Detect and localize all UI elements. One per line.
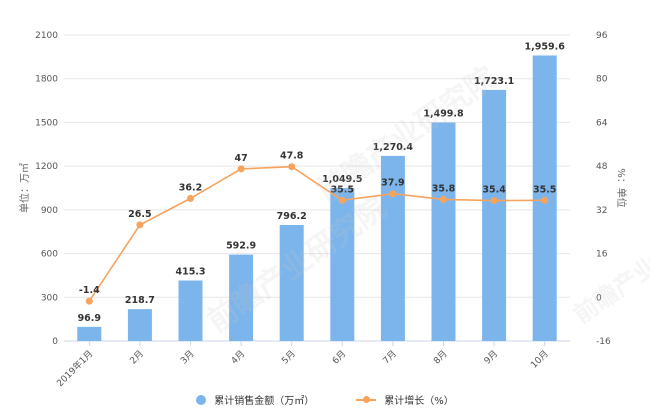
y-axis-tick: 900 bbox=[41, 206, 58, 216]
line-point[interactable] bbox=[136, 221, 144, 229]
x-axis-tick: 10月 bbox=[529, 348, 551, 370]
x-axis-tick: 2019年1月 bbox=[54, 348, 95, 389]
line-point[interactable] bbox=[389, 190, 397, 198]
y-axis-tick: 1200 bbox=[35, 162, 58, 172]
bar-data-label: 1,049.5 bbox=[322, 174, 362, 185]
y-axis-right-tick: -16 bbox=[596, 337, 611, 347]
line-data-label: 35.5 bbox=[533, 184, 556, 195]
x-axis-tick: 6月 bbox=[330, 348, 348, 366]
line-data-label: 35.4 bbox=[482, 185, 506, 196]
growth-line bbox=[88, 165, 545, 302]
line-point[interactable] bbox=[440, 195, 447, 203]
y-axis-right-title: %：单位 bbox=[615, 168, 628, 208]
line-data-label: 37.9 bbox=[381, 178, 404, 189]
y-axis-tick: 600 bbox=[41, 250, 58, 260]
bar[interactable] bbox=[431, 122, 456, 341]
x-axis-tick: 8月 bbox=[431, 348, 449, 366]
bar-data-label: 1,270.4 bbox=[373, 142, 414, 153]
bar[interactable] bbox=[77, 326, 102, 341]
bar[interactable] bbox=[229, 254, 254, 341]
legend-label: 累计销售金额（万㎡） bbox=[214, 396, 315, 407]
y-axis-right-tick: 32 bbox=[596, 206, 607, 216]
y-axis-title: 单位：万㎡ bbox=[18, 163, 31, 213]
line-point[interactable] bbox=[288, 163, 296, 171]
line-data-label: 35.5 bbox=[331, 184, 354, 195]
bar-data-label: 592.9 bbox=[226, 241, 256, 252]
bar[interactable] bbox=[482, 89, 507, 342]
bar-data-label: 1,499.8 bbox=[423, 108, 464, 119]
x-axis-tick: 7月 bbox=[381, 348, 399, 366]
line-point[interactable] bbox=[85, 297, 93, 305]
bar-data-label: 796.2 bbox=[277, 211, 307, 222]
x-axis-tick: 3月 bbox=[178, 348, 196, 366]
line-point[interactable] bbox=[541, 196, 549, 204]
legend: 累计销售金额（万㎡） 累计增长（%） bbox=[0, 392, 650, 407]
line-point[interactable] bbox=[338, 196, 346, 204]
x-axis-tick: 5月 bbox=[280, 348, 298, 366]
legend-label: 累计增长（%） bbox=[384, 396, 454, 407]
y-axis-tick: 300 bbox=[41, 293, 58, 303]
line-point[interactable] bbox=[187, 194, 194, 202]
bar[interactable] bbox=[330, 188, 355, 341]
line-data-label: -1.4 bbox=[79, 285, 100, 296]
y-axis-tick: 1500 bbox=[35, 118, 58, 128]
y-axis-right-tick: 0 bbox=[596, 293, 602, 303]
line-point[interactable] bbox=[237, 165, 245, 173]
x-axis-tick: 9月 bbox=[482, 348, 500, 366]
bar[interactable] bbox=[380, 155, 405, 341]
y-axis-right-tick: 96 bbox=[596, 31, 608, 41]
y-axis-tick: 2100 bbox=[35, 31, 58, 41]
line-data-label: 35.8 bbox=[432, 183, 456, 194]
legend-line-marker-icon bbox=[356, 395, 377, 403]
line-data-label: 26.5 bbox=[128, 209, 151, 220]
y-axis-right-tick: 64 bbox=[596, 118, 608, 128]
bar-data-label: 96.9 bbox=[78, 313, 101, 324]
x-axis-tick: 2月 bbox=[128, 348, 146, 366]
bar-data-label: 218.7 bbox=[125, 295, 155, 306]
bar[interactable] bbox=[178, 280, 203, 341]
bar-data-label: 415.3 bbox=[175, 266, 205, 277]
line-data-label: 36.2 bbox=[179, 182, 202, 193]
y-axis-tick: 0 bbox=[52, 337, 58, 347]
legend-circle-icon bbox=[196, 394, 207, 405]
legend-item-growth[interactable]: 累计增长（%） bbox=[356, 392, 454, 407]
y-axis-right-tick: 16 bbox=[596, 250, 608, 260]
legend-item-sales[interactable]: 累计销售金额（万㎡） bbox=[196, 392, 314, 407]
y-axis-right-tick: 80 bbox=[596, 75, 608, 85]
bar-data-label: 1,959.6 bbox=[525, 41, 566, 52]
bar[interactable] bbox=[127, 309, 152, 341]
line-point[interactable] bbox=[490, 197, 498, 205]
line-data-label: 47.8 bbox=[280, 151, 304, 162]
x-axis-tick: 4月 bbox=[229, 348, 247, 366]
y-axis-tick: 1800 bbox=[35, 75, 58, 85]
bar-data-label: 1,723.1 bbox=[474, 76, 514, 87]
bar[interactable] bbox=[279, 224, 304, 341]
line-data-label: 47 bbox=[234, 153, 247, 164]
y-axis-right-tick: 48 bbox=[596, 162, 608, 172]
